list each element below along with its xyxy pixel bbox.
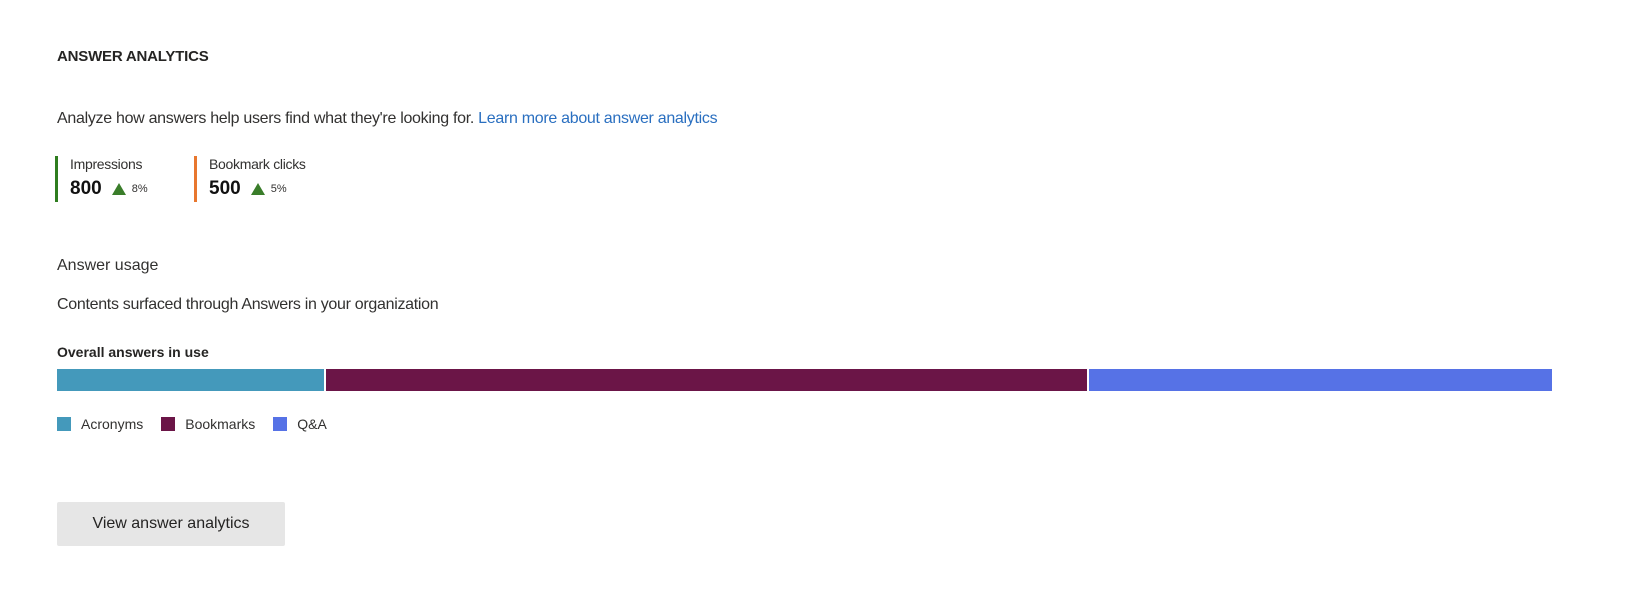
legend-swatch xyxy=(161,417,176,431)
legend-label: Acronyms xyxy=(81,416,144,432)
metric-change: 5% xyxy=(270,183,287,195)
usage-heading: Answer usage xyxy=(57,257,159,274)
legend-item: Bookmarks xyxy=(161,416,255,432)
metric-bookmark-clicks: Bookmark clicks 500 5% xyxy=(194,156,306,202)
section-description: Analyze how answers help users find what… xyxy=(57,110,718,128)
metric-value: 800 xyxy=(70,178,102,199)
metric-label: Bookmark clicks xyxy=(209,156,306,172)
metric-value: 500 xyxy=(209,178,241,199)
metric-impressions: Impressions 800 8% xyxy=(55,156,148,202)
metric-change: 8% xyxy=(131,183,148,195)
learn-more-link[interactable]: Learn more about answer analytics xyxy=(478,110,718,127)
metric-label: Impressions xyxy=(70,156,143,172)
legend-label: Bookmarks xyxy=(185,416,256,432)
section-title: ANSWER ANALYTICS xyxy=(57,48,209,65)
usage-subheading: Contents surfaced through Answers in you… xyxy=(57,296,439,313)
chart-legend: Acronyms Bookmarks Q&A xyxy=(57,416,327,432)
legend-item: Acronyms xyxy=(57,416,143,432)
chart-title: Overall answers in use xyxy=(57,344,209,360)
legend-label: Q&A xyxy=(297,416,327,432)
legend-swatch xyxy=(57,417,71,431)
trend-up-icon xyxy=(250,183,265,195)
bar-segment-acronyms xyxy=(57,369,327,391)
trend-up-icon xyxy=(111,183,126,195)
stacked-bar xyxy=(57,369,1552,391)
description-text: Analyze how answers help users find what… xyxy=(57,110,474,127)
legend-item: Q&A xyxy=(273,416,327,432)
view-answer-analytics-button[interactable]: View answer analytics xyxy=(57,502,285,546)
legend-swatch xyxy=(273,417,288,431)
bar-segment-qa xyxy=(1088,369,1552,391)
bar-segment-bookmarks xyxy=(326,369,1089,391)
